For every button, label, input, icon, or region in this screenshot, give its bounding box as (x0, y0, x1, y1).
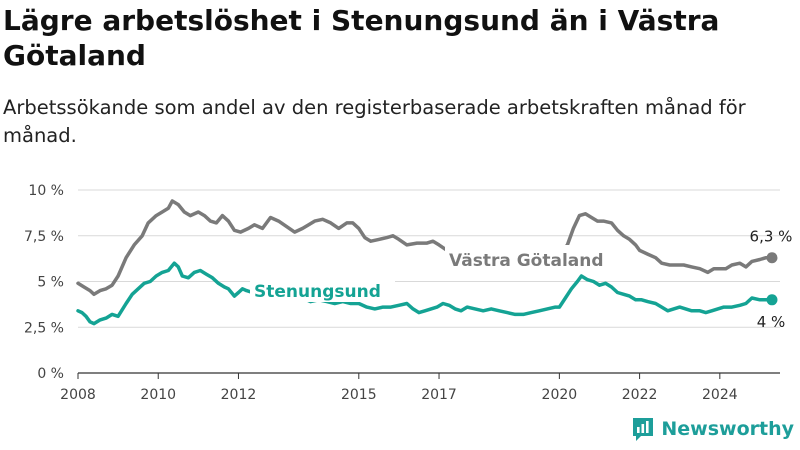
chart-subtitle: Arbetssökande som andel av den registerb… (3, 96, 746, 147)
stenungsund-label: Stenungsund (254, 282, 381, 302)
y-axis-tick-labels: 0 % 2,5 % 5 % 7,5 % 10 % (24, 183, 64, 382)
vastra-gotaland-line (76, 199, 774, 297)
stenungsund-label-bg (250, 278, 395, 302)
y-tick-label: 5 % (37, 275, 64, 291)
vastra-gotaland-end-value: 6,3 % (750, 228, 793, 246)
stenungsund-end-value: 4 % (757, 313, 786, 331)
stenungsund-line (76, 261, 774, 326)
series-labels: Västra Götaland Stenungsund 6,3 % 4 % (250, 228, 792, 331)
series-lines (76, 199, 778, 326)
vastra-gotaland-label-bg (445, 245, 618, 271)
grid-lines (78, 189, 780, 328)
vastra-gotaland-label: Västra Götaland (449, 251, 604, 271)
vastra-gotaland-end-point (766, 252, 778, 264)
stenungsund-end-point (766, 294, 778, 306)
x-tick-label: 2010 (140, 387, 176, 403)
chart-title: Lägre arbetslöshet i Stenungsund än i Vä… (3, 4, 720, 72)
x-tick-label: 2015 (341, 387, 377, 403)
x-tick-label: 2022 (622, 387, 658, 403)
bar-chart-logo-icon (633, 418, 654, 441)
brand-name: Newsworthy (661, 418, 794, 440)
x-tick-label: 2008 (60, 387, 96, 403)
x-tick-label: 2020 (542, 387, 578, 403)
y-tick-label: 7,5 % (24, 229, 64, 245)
x-tick-label: 2017 (421, 387, 457, 403)
x-axis: 2008 2010 2012 2015 2017 2020 2022 2024 (60, 372, 780, 403)
x-tick-label: 2024 (702, 387, 738, 403)
newsworthy-logo: Newsworthy (631, 414, 794, 444)
y-tick-label: 10 % (28, 183, 64, 199)
x-tick-label: 2012 (221, 387, 257, 403)
y-tick-label: 0 % (37, 366, 64, 382)
y-tick-label: 2,5 % (24, 320, 64, 336)
